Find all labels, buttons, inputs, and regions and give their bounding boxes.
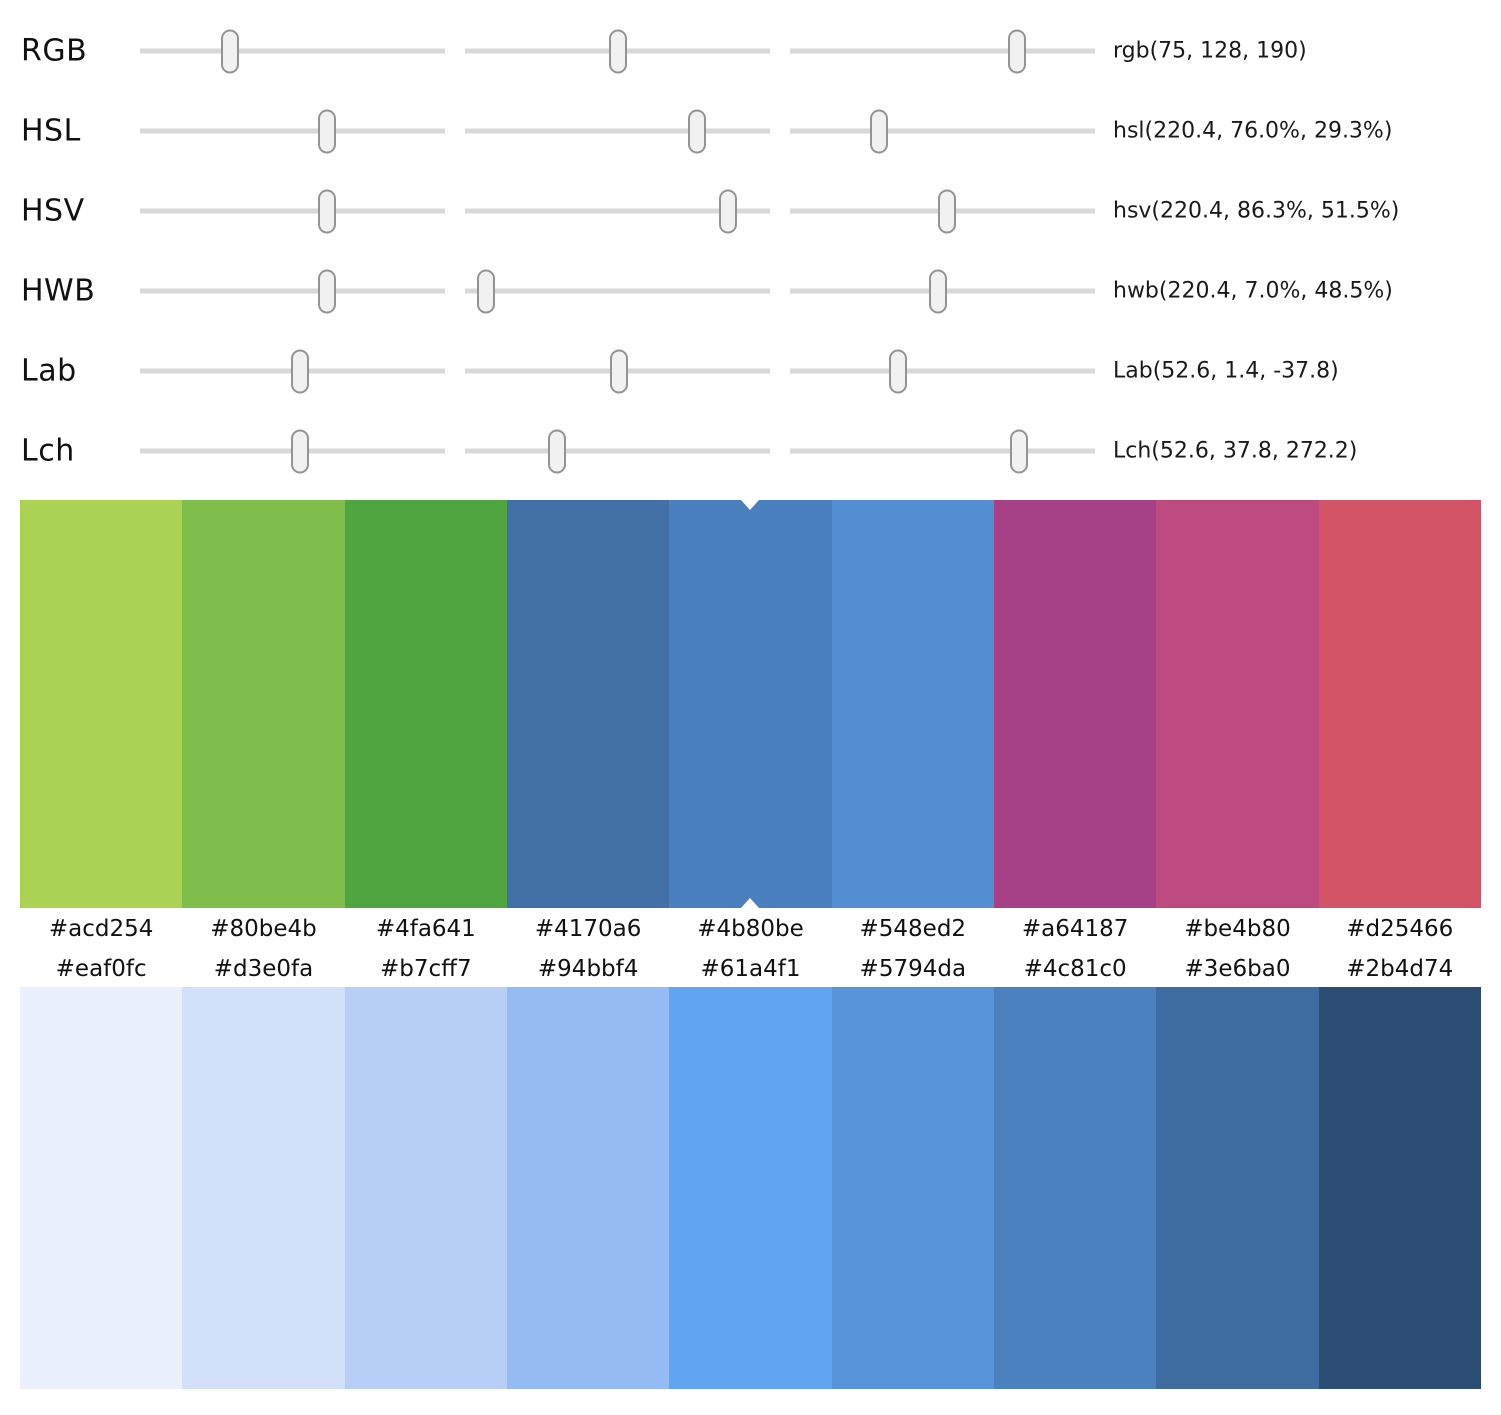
hsl-slider-l[interactable] [790,109,1095,153]
hue-hex-labels: #acd254 #80be4b #4fa641 #4170a6 #4b80be … [20,908,1481,950]
lightness-hex-3: #94bbf4 [537,955,639,982]
hsv-slider-v[interactable] [790,189,1095,233]
lch-label: Lch [21,433,75,469]
rgb-slider-b-thumb[interactable] [1008,29,1027,73]
lab-slider-a[interactable] [465,349,770,393]
hue-swatch-8[interactable] [1318,500,1481,908]
lightness-hex-7: #3e6ba0 [1184,955,1291,982]
hue-swatch-7[interactable] [1156,500,1319,908]
hsv-label: HSV [21,193,85,229]
slider-row-hwb: HWB hwb(220.4, 7.0%, 48.5%) [0,261,1501,321]
hue-hex-4: #4b80be [697,916,804,942]
rgb-slider-r[interactable] [140,29,445,73]
hue-hex-5: #548ed2 [859,916,967,942]
hsv-value-text: hsv(220.4, 86.3%, 51.5%) [1113,198,1400,224]
hwb-slider-h-thumb[interactable] [317,269,336,313]
hsv-slider-h[interactable] [140,189,445,233]
lch-slider-l[interactable] [140,429,445,473]
slider-row-lch: Lch Lch(52.6, 37.8, 272.2) [0,421,1501,481]
hwb-slider-h[interactable] [140,269,445,313]
lightness-swatch-2[interactable] [344,987,507,1389]
rgb-slider-g-thumb[interactable] [609,29,628,73]
lightness-swatch-7[interactable] [1156,987,1319,1389]
hue-hex-3: #4170a6 [534,916,642,942]
lightness-swatch-6[interactable] [993,987,1157,1389]
rgb-slider-g[interactable] [465,29,770,73]
lab-value-text: Lab(52.6, 1.4, -37.8) [1113,358,1339,384]
hwb-label: HWB [21,273,96,309]
slider-row-hsv: HSV hsv(220.4, 86.3%, 51.5%) [0,181,1501,241]
hue-hex-8: #d25466 [1346,916,1454,942]
lightness-hex-4: #61a4f1 [700,955,801,982]
hue-swatch-2[interactable] [344,500,507,908]
selected-swatch-marker-bottom-icon [741,898,760,908]
hsv-slider-h-thumb[interactable] [317,189,336,233]
rgb-slider-b[interactable] [790,29,1095,73]
hsl-slider-s-thumb[interactable] [687,109,706,153]
hue-swatch-0[interactable] [20,500,183,908]
lightness-palette [20,987,1481,1389]
lightness-hex-8: #2b4d74 [1346,955,1454,982]
lab-slider-b-thumb[interactable] [888,349,907,393]
lch-slider-c[interactable] [465,429,770,473]
lightness-swatch-0[interactable] [20,987,183,1389]
lightness-hex-2: #b7cff7 [380,955,472,982]
hsl-slider-s[interactable] [465,109,770,153]
lab-slider-b[interactable] [790,349,1095,393]
lab-slider-l[interactable] [140,349,445,393]
lab-label: Lab [21,353,77,389]
lch-slider-h[interactable] [790,429,1095,473]
hsv-slider-s-thumb[interactable] [719,189,738,233]
lightness-swatch-8[interactable] [1318,987,1481,1389]
hwb-value-text: hwb(220.4, 7.0%, 48.5%) [1113,278,1393,304]
lightness-hex-labels: #eaf0fc #d3e0fa #b7cff7 #94bbf4 #61a4f1 … [20,950,1481,987]
rgb-slider-r-thumb[interactable] [220,29,239,73]
hue-hex-6: #a64187 [1021,916,1129,942]
hwb-slider-b[interactable] [790,269,1095,313]
hue-swatch-6[interactable] [993,500,1157,908]
lightness-swatch-1[interactable] [182,987,345,1389]
hwb-slider-w-thumb[interactable] [477,269,496,313]
lightness-swatch-5[interactable] [831,987,994,1389]
lch-slider-h-thumb[interactable] [1010,429,1029,473]
slider-row-rgb: RGB rgb(75, 128, 190) [0,21,1501,81]
lch-value-text: Lch(52.6, 37.8, 272.2) [1113,438,1358,464]
hwb-slider-b-thumb[interactable] [928,269,947,313]
selected-swatch-marker-top-icon [741,500,760,510]
hsl-slider-l-thumb[interactable] [870,109,889,153]
rgb-value-text: rgb(75, 128, 190) [1113,38,1307,64]
lab-slider-a-thumb[interactable] [610,349,629,393]
hue-swatch-4-selected[interactable] [669,500,832,908]
hue-hex-7: #be4b80 [1184,916,1291,942]
hsl-value-text: hsl(220.4, 76.0%, 29.3%) [1113,118,1393,144]
lch-slider-c-thumb[interactable] [548,429,567,473]
rgb-label: RGB [21,33,88,69]
slider-row-lab: Lab Lab(52.6, 1.4, -37.8) [0,341,1501,401]
lightness-swatch-4[interactable] [669,987,832,1389]
hsl-slider-h-thumb[interactable] [317,109,336,153]
lightness-hex-0: #eaf0fc [55,955,147,982]
hue-swatch-3[interactable] [506,500,670,908]
lightness-swatch-3[interactable] [506,987,670,1389]
hwb-slider-w[interactable] [465,269,770,313]
hue-swatch-5[interactable] [831,500,994,908]
lab-slider-l-thumb[interactable] [291,349,310,393]
hsl-label: HSL [21,113,81,149]
hue-hex-0: #acd254 [48,916,154,942]
hue-hex-2: #4fa641 [375,916,476,942]
slider-row-hsl: HSL hsl(220.4, 76.0%, 29.3%) [0,101,1501,161]
lightness-hex-6: #4c81c0 [1023,955,1127,982]
lightness-hex-5: #5794da [859,955,967,982]
hue-palette [20,500,1481,908]
hsl-slider-h[interactable] [140,109,445,153]
lch-slider-l-thumb[interactable] [291,429,310,473]
hue-hex-1: #80be4b [210,916,317,942]
hsv-slider-s[interactable] [465,189,770,233]
lightness-hex-1: #d3e0fa [213,955,314,982]
hsv-slider-v-thumb[interactable] [938,189,957,233]
hue-swatch-1[interactable] [182,500,345,908]
